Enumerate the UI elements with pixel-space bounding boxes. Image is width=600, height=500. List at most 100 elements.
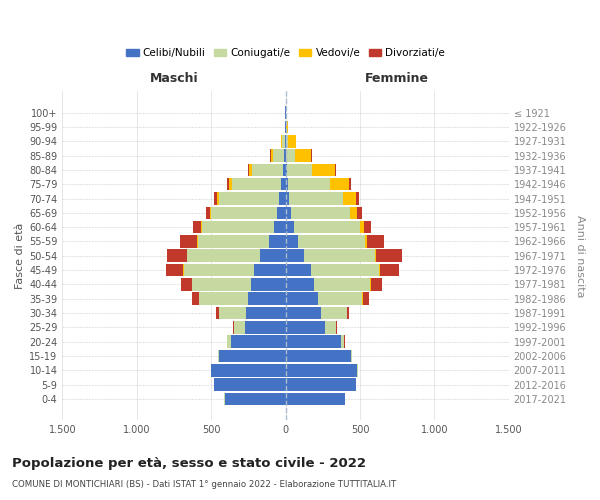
Bar [218, 306, 246, 320]
Bar [288, 135, 296, 147]
Bar [286, 192, 289, 205]
Bar [294, 221, 360, 234]
Bar [252, 164, 283, 176]
Bar [311, 150, 312, 162]
Bar [286, 235, 298, 248]
Bar [184, 264, 254, 276]
Bar [286, 350, 351, 362]
Bar [358, 206, 362, 219]
Bar [291, 206, 350, 219]
Bar [286, 306, 322, 320]
Bar [298, 235, 365, 248]
Bar [286, 392, 345, 405]
Bar [248, 164, 249, 176]
Bar [286, 206, 291, 219]
Legend: Celibi/Nubili, Coniugati/e, Vedovi/e, Divorziati/e: Celibi/Nubili, Coniugati/e, Vedovi/e, Di… [122, 44, 449, 62]
Bar [232, 178, 281, 190]
Bar [202, 221, 274, 234]
Bar [180, 235, 197, 248]
Bar [199, 292, 248, 305]
Bar [304, 250, 375, 262]
Bar [220, 192, 279, 205]
Bar [201, 221, 202, 234]
Bar [286, 264, 311, 276]
Bar [287, 164, 312, 176]
Bar [281, 178, 286, 190]
Bar [193, 221, 201, 234]
Bar [375, 250, 376, 262]
Bar [286, 278, 314, 290]
Bar [246, 306, 286, 320]
Bar [272, 150, 284, 162]
Bar [365, 235, 367, 248]
Bar [350, 206, 358, 219]
Text: Femmine: Femmine [365, 72, 429, 85]
Bar [217, 192, 220, 205]
Bar [347, 306, 349, 320]
Bar [379, 264, 380, 276]
Bar [216, 306, 218, 320]
Bar [167, 250, 187, 262]
Bar [271, 150, 272, 162]
Bar [335, 164, 337, 176]
Bar [214, 192, 217, 205]
Bar [214, 378, 286, 391]
Bar [197, 235, 198, 248]
Bar [181, 278, 191, 290]
Bar [356, 192, 359, 205]
Text: Popolazione per età, sesso e stato civile - 2022: Popolazione per età, sesso e stato civil… [12, 458, 366, 470]
Bar [367, 235, 385, 248]
Bar [317, 292, 362, 305]
Bar [286, 120, 288, 133]
Bar [206, 206, 210, 219]
Text: COMUNE DI MONTICHIARI (BS) - Dati ISTAT 1° gennaio 2022 - Elaborazione TUTTITALI: COMUNE DI MONTICHIARI (BS) - Dati ISTAT … [12, 480, 396, 489]
Text: Maschi: Maschi [149, 72, 199, 85]
Y-axis label: Fasce di età: Fasce di età [15, 222, 25, 289]
Bar [364, 221, 371, 234]
Bar [360, 221, 364, 234]
Bar [224, 392, 286, 405]
Bar [192, 278, 251, 290]
Bar [286, 178, 288, 190]
Bar [376, 250, 402, 262]
Bar [283, 164, 286, 176]
Bar [349, 178, 351, 190]
Bar [227, 178, 229, 190]
Bar [198, 235, 269, 248]
Bar [371, 278, 382, 290]
Bar [295, 150, 311, 162]
Bar [311, 264, 379, 276]
Bar [248, 292, 286, 305]
Bar [233, 321, 245, 334]
Bar [362, 292, 369, 305]
Bar [325, 321, 336, 334]
Bar [343, 192, 356, 205]
Bar [289, 192, 343, 205]
Bar [330, 178, 349, 190]
Bar [245, 321, 286, 334]
Bar [260, 250, 286, 262]
Bar [286, 321, 325, 334]
Bar [166, 264, 184, 276]
Bar [229, 178, 232, 190]
Bar [341, 336, 344, 348]
Bar [211, 206, 277, 219]
Bar [286, 135, 288, 147]
Bar [254, 264, 286, 276]
Bar [380, 264, 398, 276]
Bar [249, 164, 252, 176]
Bar [274, 221, 286, 234]
Bar [187, 250, 260, 262]
Bar [281, 135, 282, 147]
Bar [251, 278, 286, 290]
Bar [230, 336, 286, 348]
Y-axis label: Anni di nascita: Anni di nascita [575, 214, 585, 297]
Bar [284, 150, 286, 162]
Bar [279, 192, 286, 205]
Bar [277, 206, 286, 219]
Bar [286, 164, 287, 176]
Bar [336, 321, 337, 334]
Bar [286, 150, 295, 162]
Bar [286, 378, 356, 391]
Bar [314, 278, 370, 290]
